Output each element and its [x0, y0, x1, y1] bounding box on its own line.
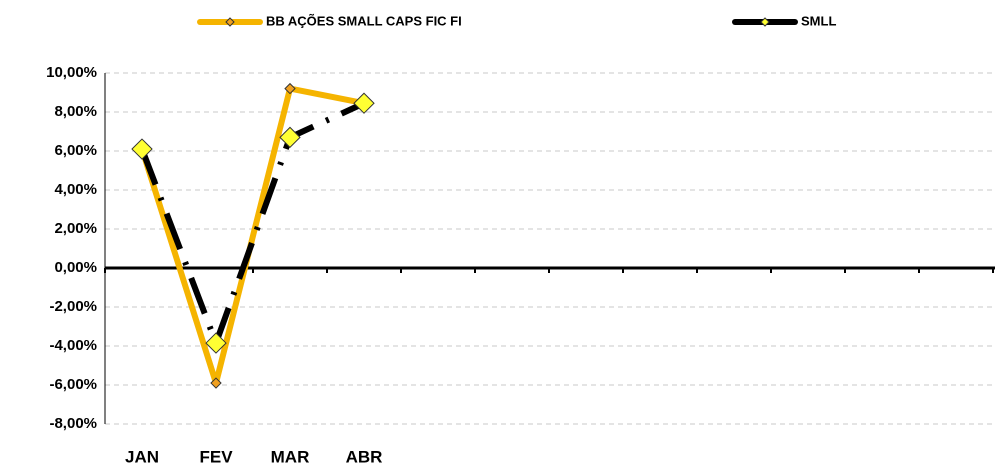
legend-label: SMLL [801, 13, 836, 28]
y-tick-label: 8,00% [54, 103, 97, 120]
y-tick-label: 0,00% [54, 259, 97, 276]
series-line [139, 85, 365, 387]
y-tick-label: -4,00% [49, 337, 97, 354]
y-tick-label: 10,00% [46, 64, 97, 81]
x-tick-label: MAR [271, 447, 310, 466]
x-tick-label: ABR [346, 447, 383, 466]
x-tick-label: JAN [125, 447, 159, 466]
marker [205, 332, 227, 354]
series-line [139, 100, 366, 347]
legend-marker [225, 17, 235, 27]
marker [353, 92, 375, 114]
legend-label: BB AÇÕES SMALL CAPS FIC FI [266, 13, 462, 28]
marker [131, 138, 153, 160]
y-tick-label: -8,00% [49, 415, 97, 432]
marker [210, 377, 222, 389]
y-tick-label: 4,00% [54, 181, 97, 198]
legend-marker [760, 17, 770, 27]
y-tick-label: -2,00% [49, 298, 97, 315]
marker [279, 126, 301, 149]
y-tick-label: 6,00% [54, 142, 97, 159]
y-tick-label: 2,00% [54, 220, 97, 237]
x-tick-label: FEV [199, 447, 233, 466]
y-tick-label: -6,00% [49, 376, 97, 393]
marker [284, 82, 296, 95]
